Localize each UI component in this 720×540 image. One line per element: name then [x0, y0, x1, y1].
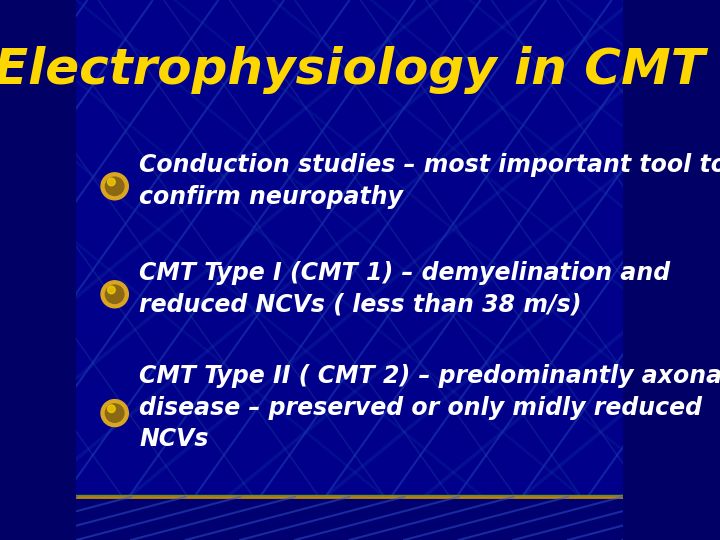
Bar	[76, 497, 623, 540]
Text: CMT Type I (CMT 1) – demyelination and
reduced NCVs ( less than 38 m/s): CMT Type I (CMT 1) – demyelination and r…	[139, 261, 670, 316]
Circle shape	[107, 405, 115, 413]
Circle shape	[105, 285, 124, 303]
Circle shape	[105, 404, 124, 422]
Circle shape	[107, 286, 115, 294]
Circle shape	[101, 400, 128, 427]
Text: CMT Type II ( CMT 2) – predominantly axonal
disease – preserved or only midly re: CMT Type II ( CMT 2) – predominantly axo…	[139, 364, 720, 451]
Circle shape	[101, 173, 128, 200]
Circle shape	[101, 281, 128, 308]
Circle shape	[107, 178, 115, 186]
Circle shape	[105, 177, 124, 195]
Text: Conduction studies – most important tool to
confirm neuropathy: Conduction studies – most important tool…	[139, 153, 720, 208]
Text: Electrophysiology in CMT: Electrophysiology in CMT	[0, 46, 705, 94]
